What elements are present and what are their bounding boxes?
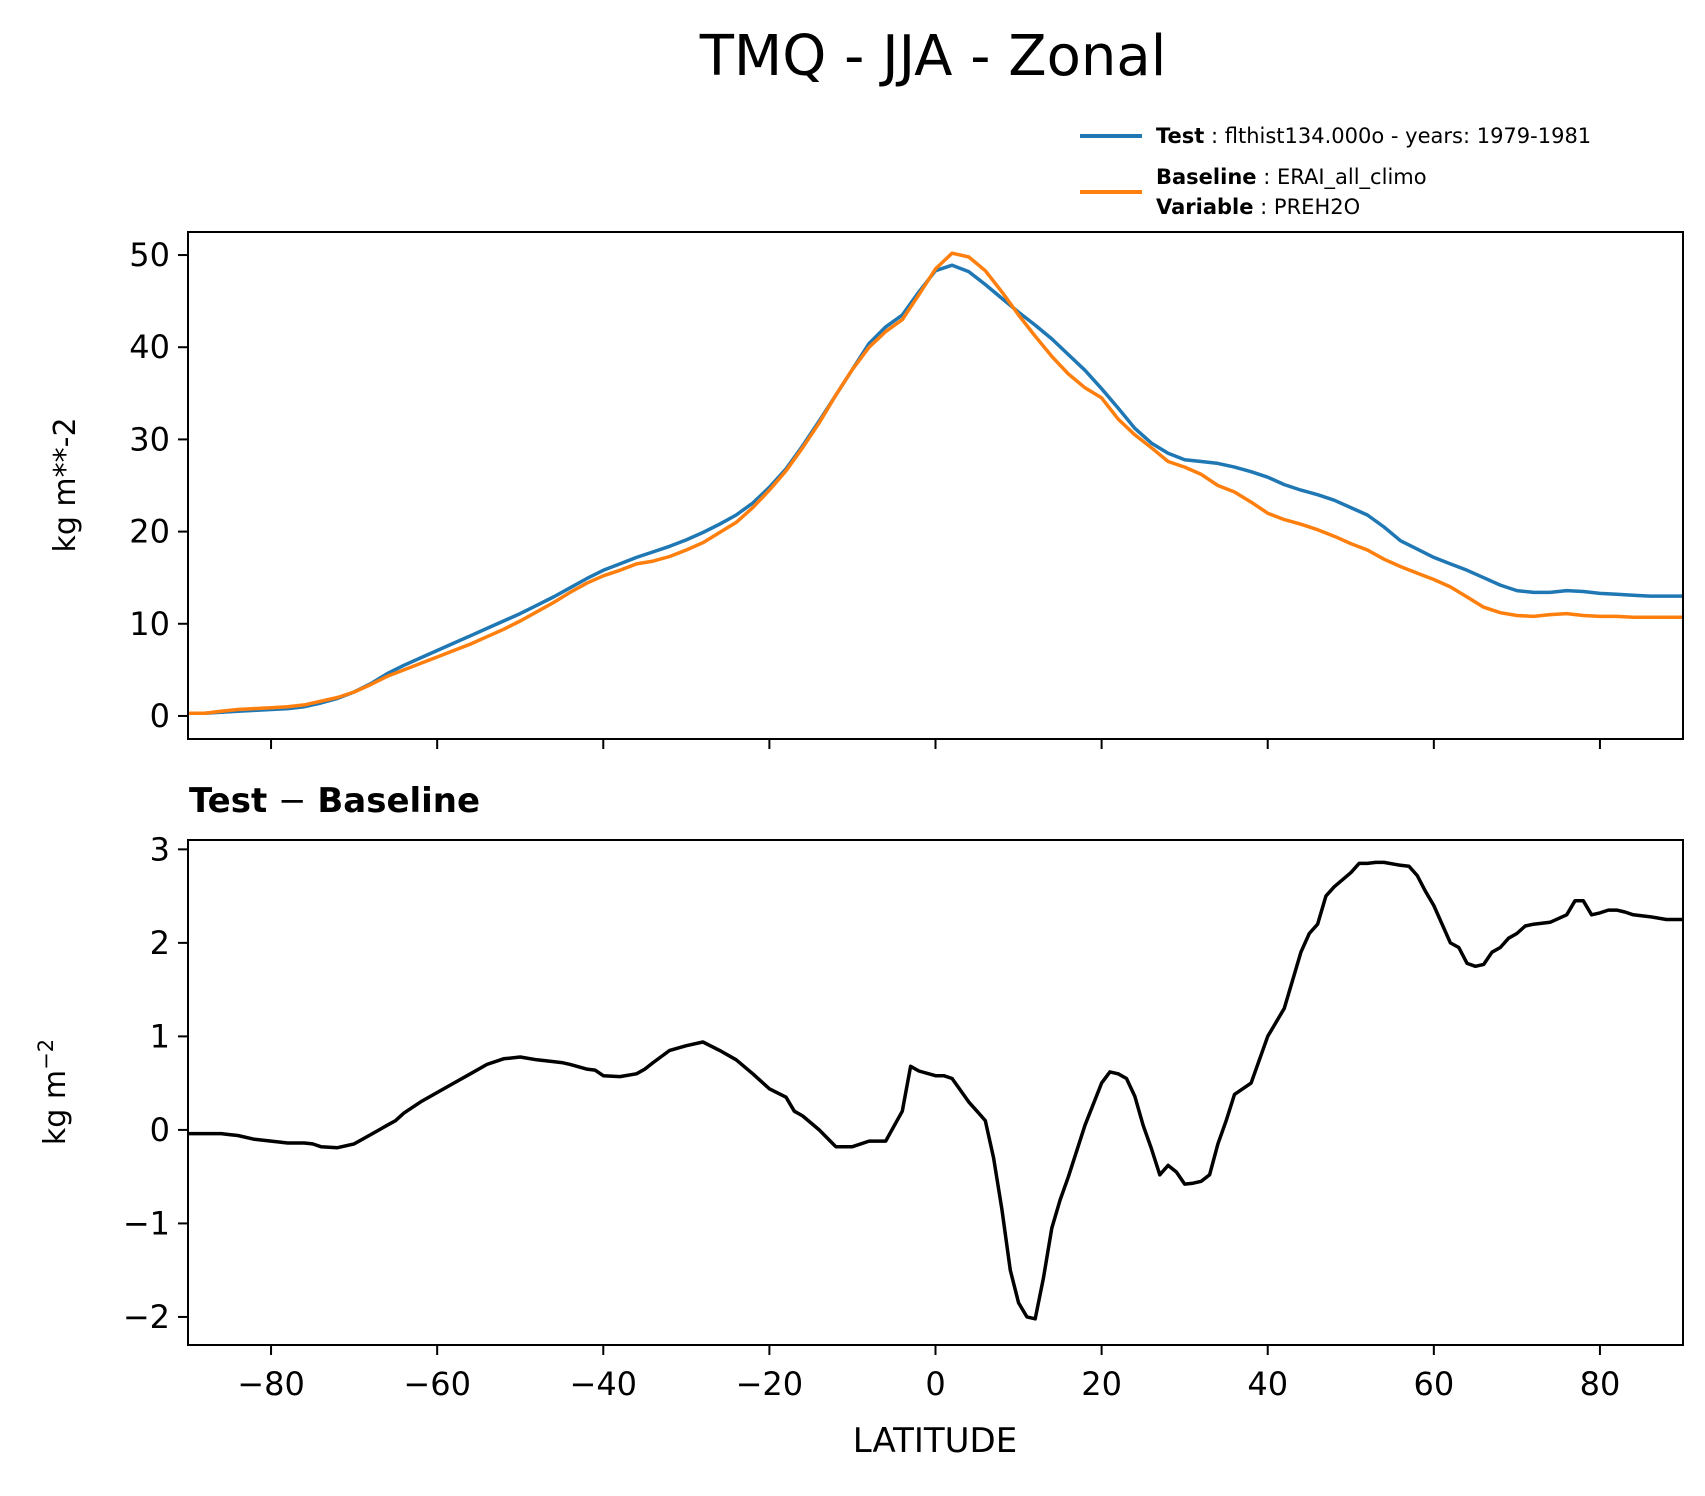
legend-label-variable: Variable : PREH2O — [1156, 195, 1360, 219]
legend-label-test: Test : flthist134.000o - years: 1979-198… — [1156, 124, 1591, 148]
bot-ytick-label: 2 — [150, 924, 170, 962]
top-series-line-baseline — [188, 251, 1683, 715]
x-axis-label: LATITUDE — [853, 1421, 1017, 1461]
top-line-chart: 0 10 20 30 40 50 kg m**-2 — [48, 231, 1684, 749]
top-y-axis-ticks: 0 10 20 30 40 50 — [129, 236, 188, 735]
bot-ytick-label: 1 — [150, 1017, 170, 1055]
top-y-axis-label: kg m**-2 — [48, 417, 83, 552]
bot-series-line-test-baseline — [188, 860, 1683, 1321]
bot-ytick-label: −1 — [123, 1204, 170, 1242]
bot-ytick-label: 0 — [150, 1111, 170, 1149]
bottom-chart-title: Test − Baseline — [189, 781, 480, 821]
bot-xtick-label: 40 — [1247, 1365, 1288, 1403]
top-ytick-label: 50 — [129, 236, 170, 274]
bot-xtick-label: −60 — [403, 1365, 471, 1403]
top-ytick-label: 0 — [150, 697, 170, 735]
bot-xtick-label: −40 — [570, 1365, 638, 1403]
legend-label-baseline: Baseline : ERAI_all_climo — [1156, 165, 1427, 190]
bottom-x-axis-ticks: −80 −60 −40 −20 0 20 40 60 80 — [237, 1345, 1620, 1403]
top-series-lines — [188, 251, 1683, 715]
bot-xtick-label: −80 — [237, 1365, 305, 1403]
bot-xtick-label: 60 — [1413, 1365, 1454, 1403]
bot-xtick-label: 20 — [1081, 1365, 1122, 1403]
bot-ytick-label: 3 — [150, 830, 170, 868]
bottom-line-chart: Test − Baseline −2 −1 0 1 2 3 −80 −60 −40 −20 0 20… — [34, 781, 1684, 1461]
top-ytick-label: 10 — [129, 605, 170, 643]
bottom-plot-frame — [187, 839, 1684, 1346]
bottom-y-axis-label: kg m−2 — [34, 1039, 73, 1145]
figure-title: TMQ - JJA - Zonal — [699, 24, 1167, 89]
legend: Test : flthist134.000o - years: 1979-198… — [1080, 124, 1591, 219]
bot-ytick-label: −2 — [123, 1298, 170, 1336]
bot-xtick-label: 0 — [925, 1365, 945, 1403]
bot-xtick-label: 80 — [1580, 1365, 1621, 1403]
top-series-line-test — [188, 263, 1683, 715]
bottom-series-lines — [188, 860, 1683, 1321]
top-x-axis-ticks — [270, 739, 1601, 749]
bottom-y-axis-ticks: −2 −1 0 1 2 3 — [123, 830, 188, 1336]
top-plot-frame — [187, 231, 1684, 740]
bot-xtick-label: −20 — [736, 1365, 804, 1403]
top-ytick-label: 40 — [129, 328, 170, 366]
top-ytick-label: 20 — [129, 513, 170, 551]
top-ytick-label: 30 — [129, 420, 170, 458]
